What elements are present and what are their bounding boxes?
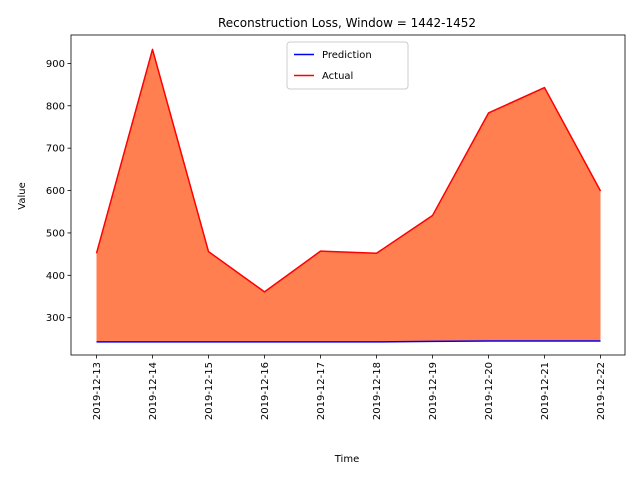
fill-between-area bbox=[96, 49, 601, 342]
x-tick-label: 2019-12-13 bbox=[92, 362, 103, 420]
legend: Prediction Actual bbox=[286, 41, 409, 90]
y-tick-label: 400 bbox=[46, 271, 65, 282]
y-tick-label: 800 bbox=[46, 101, 65, 112]
y-tick-label: 700 bbox=[46, 144, 65, 155]
legend-label: Actual bbox=[322, 71, 353, 82]
series-line-actual bbox=[95, 48, 602, 293]
x-tick-label: 2019-12-22 bbox=[596, 362, 607, 420]
x-tick-label: 2019-12-20 bbox=[484, 362, 495, 420]
x-tick-label: 2019-12-16 bbox=[260, 362, 271, 420]
chart-title: Reconstruction Loss, Window = 1442-1452 bbox=[218, 16, 476, 30]
x-tick-label: 2019-12-19 bbox=[428, 362, 439, 420]
legend-box bbox=[286, 41, 409, 90]
y-tick-label: 300 bbox=[46, 313, 65, 324]
plot-frame bbox=[70, 34, 626, 356]
x-tick-label: 2019-12-17 bbox=[316, 362, 327, 420]
x-tick-label: 2019-12-15 bbox=[204, 362, 215, 420]
y-tick-label: 600 bbox=[46, 186, 65, 197]
x-tick-label: 2019-12-21 bbox=[540, 362, 551, 420]
x-axis-label: Time bbox=[334, 454, 359, 465]
series-line-prediction bbox=[96, 340, 601, 343]
legend-label: Prediction bbox=[322, 50, 372, 61]
y-tick-label: 900 bbox=[46, 59, 65, 70]
y-tick-label: 500 bbox=[46, 228, 65, 239]
x-tick-label: 2019-12-18 bbox=[372, 362, 383, 420]
x-tick-label: 2019-12-14 bbox=[148, 362, 159, 420]
y-axis-label: Value bbox=[17, 182, 28, 209]
